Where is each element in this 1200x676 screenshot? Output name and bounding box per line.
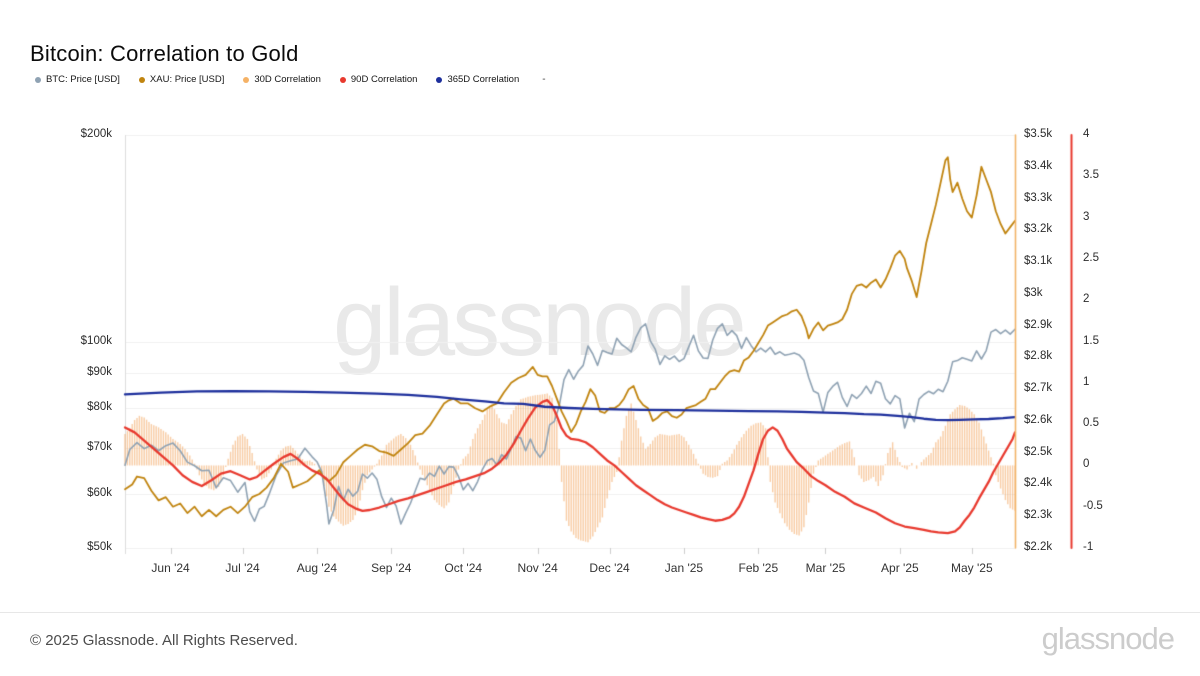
page-footer: © 2025 Glassnode. All Rights Reserved. g… bbox=[0, 612, 1200, 676]
btc-axis-label: $200k bbox=[80, 128, 112, 140]
x-axis-month-label: Nov '24 bbox=[517, 561, 558, 575]
xau-axis-label: $2.6k bbox=[1024, 413, 1053, 426]
btc-axis-label: $70k bbox=[87, 440, 112, 453]
correlation-axis-label: 1 bbox=[1083, 375, 1090, 388]
xau-axis-label: $3.3k bbox=[1024, 191, 1053, 204]
x-axis-month-label: Sep '24 bbox=[371, 561, 412, 575]
correlation-axis-label: -1 bbox=[1083, 541, 1094, 553]
xau-axis-label: $3k bbox=[1024, 286, 1043, 299]
btc-axis-label: $100k bbox=[80, 334, 112, 347]
xau-axis-label: $3.1k bbox=[1024, 255, 1053, 268]
xau-axis-label: $2.5k bbox=[1024, 445, 1053, 458]
correlation-chart-canvas[interactable] bbox=[0, 0, 1200, 612]
x-axis-month-label: Oct '24 bbox=[444, 561, 483, 575]
correlation-axis-label: 3 bbox=[1083, 210, 1090, 223]
btc-axis-label: $80k bbox=[87, 400, 112, 413]
correlation-axis-label: 0 bbox=[1083, 458, 1090, 471]
glassnode-wordmark: glassnode bbox=[1041, 621, 1175, 656]
correlation-axis-label: 0.5 bbox=[1083, 417, 1099, 430]
correlation-axis-label: 3.5 bbox=[1083, 169, 1099, 182]
x-axis-month-label: Jun '24 bbox=[151, 561, 190, 575]
correlation-axis-label: 2 bbox=[1083, 293, 1090, 306]
btc-axis-label: $50k bbox=[87, 541, 112, 553]
xau-axis-label: $3.2k bbox=[1024, 223, 1053, 236]
xau-axis-label: $2.2k bbox=[1024, 541, 1053, 553]
xau-axis-label: $2.3k bbox=[1024, 509, 1053, 522]
x-axis-month-label: Jan '25 bbox=[664, 561, 704, 575]
x-axis-month-label: May '25 bbox=[950, 561, 993, 575]
x-axis-month-label: Dec '24 bbox=[589, 561, 630, 575]
correlation-axis-label: 2.5 bbox=[1083, 251, 1099, 264]
xau-axis-label: $3.4k bbox=[1024, 159, 1053, 172]
xau-axis-label: $2.7k bbox=[1024, 382, 1053, 395]
copyright-text: © 2025 Glassnode. All Rights Reserved. bbox=[30, 632, 298, 649]
xau-axis-label: $2.4k bbox=[1024, 477, 1053, 490]
xau-axis-label: $2.9k bbox=[1024, 318, 1053, 331]
x-axis-month-label: Mar '25 bbox=[805, 561, 846, 575]
x-axis-month-label: Feb '25 bbox=[738, 561, 779, 575]
xau-axis-label: $3.5k bbox=[1024, 128, 1053, 140]
xau-axis-label: $2.8k bbox=[1024, 350, 1053, 363]
correlation-axis-label: -0.5 bbox=[1083, 499, 1103, 512]
correlation-axis-label: 4 bbox=[1083, 128, 1090, 140]
x-axis-month-label: Jul '24 bbox=[225, 561, 260, 575]
btc-axis-label: $90k bbox=[87, 365, 112, 378]
btc-axis-label: $60k bbox=[87, 486, 112, 499]
chart-area: glassnode Bitcoin: Correlation to Gold B… bbox=[0, 0, 1200, 612]
x-axis-month-label: Aug '24 bbox=[296, 561, 338, 575]
x-axis-month-label: Apr '25 bbox=[881, 561, 919, 575]
correlation-axis-label: 1.5 bbox=[1083, 334, 1099, 347]
